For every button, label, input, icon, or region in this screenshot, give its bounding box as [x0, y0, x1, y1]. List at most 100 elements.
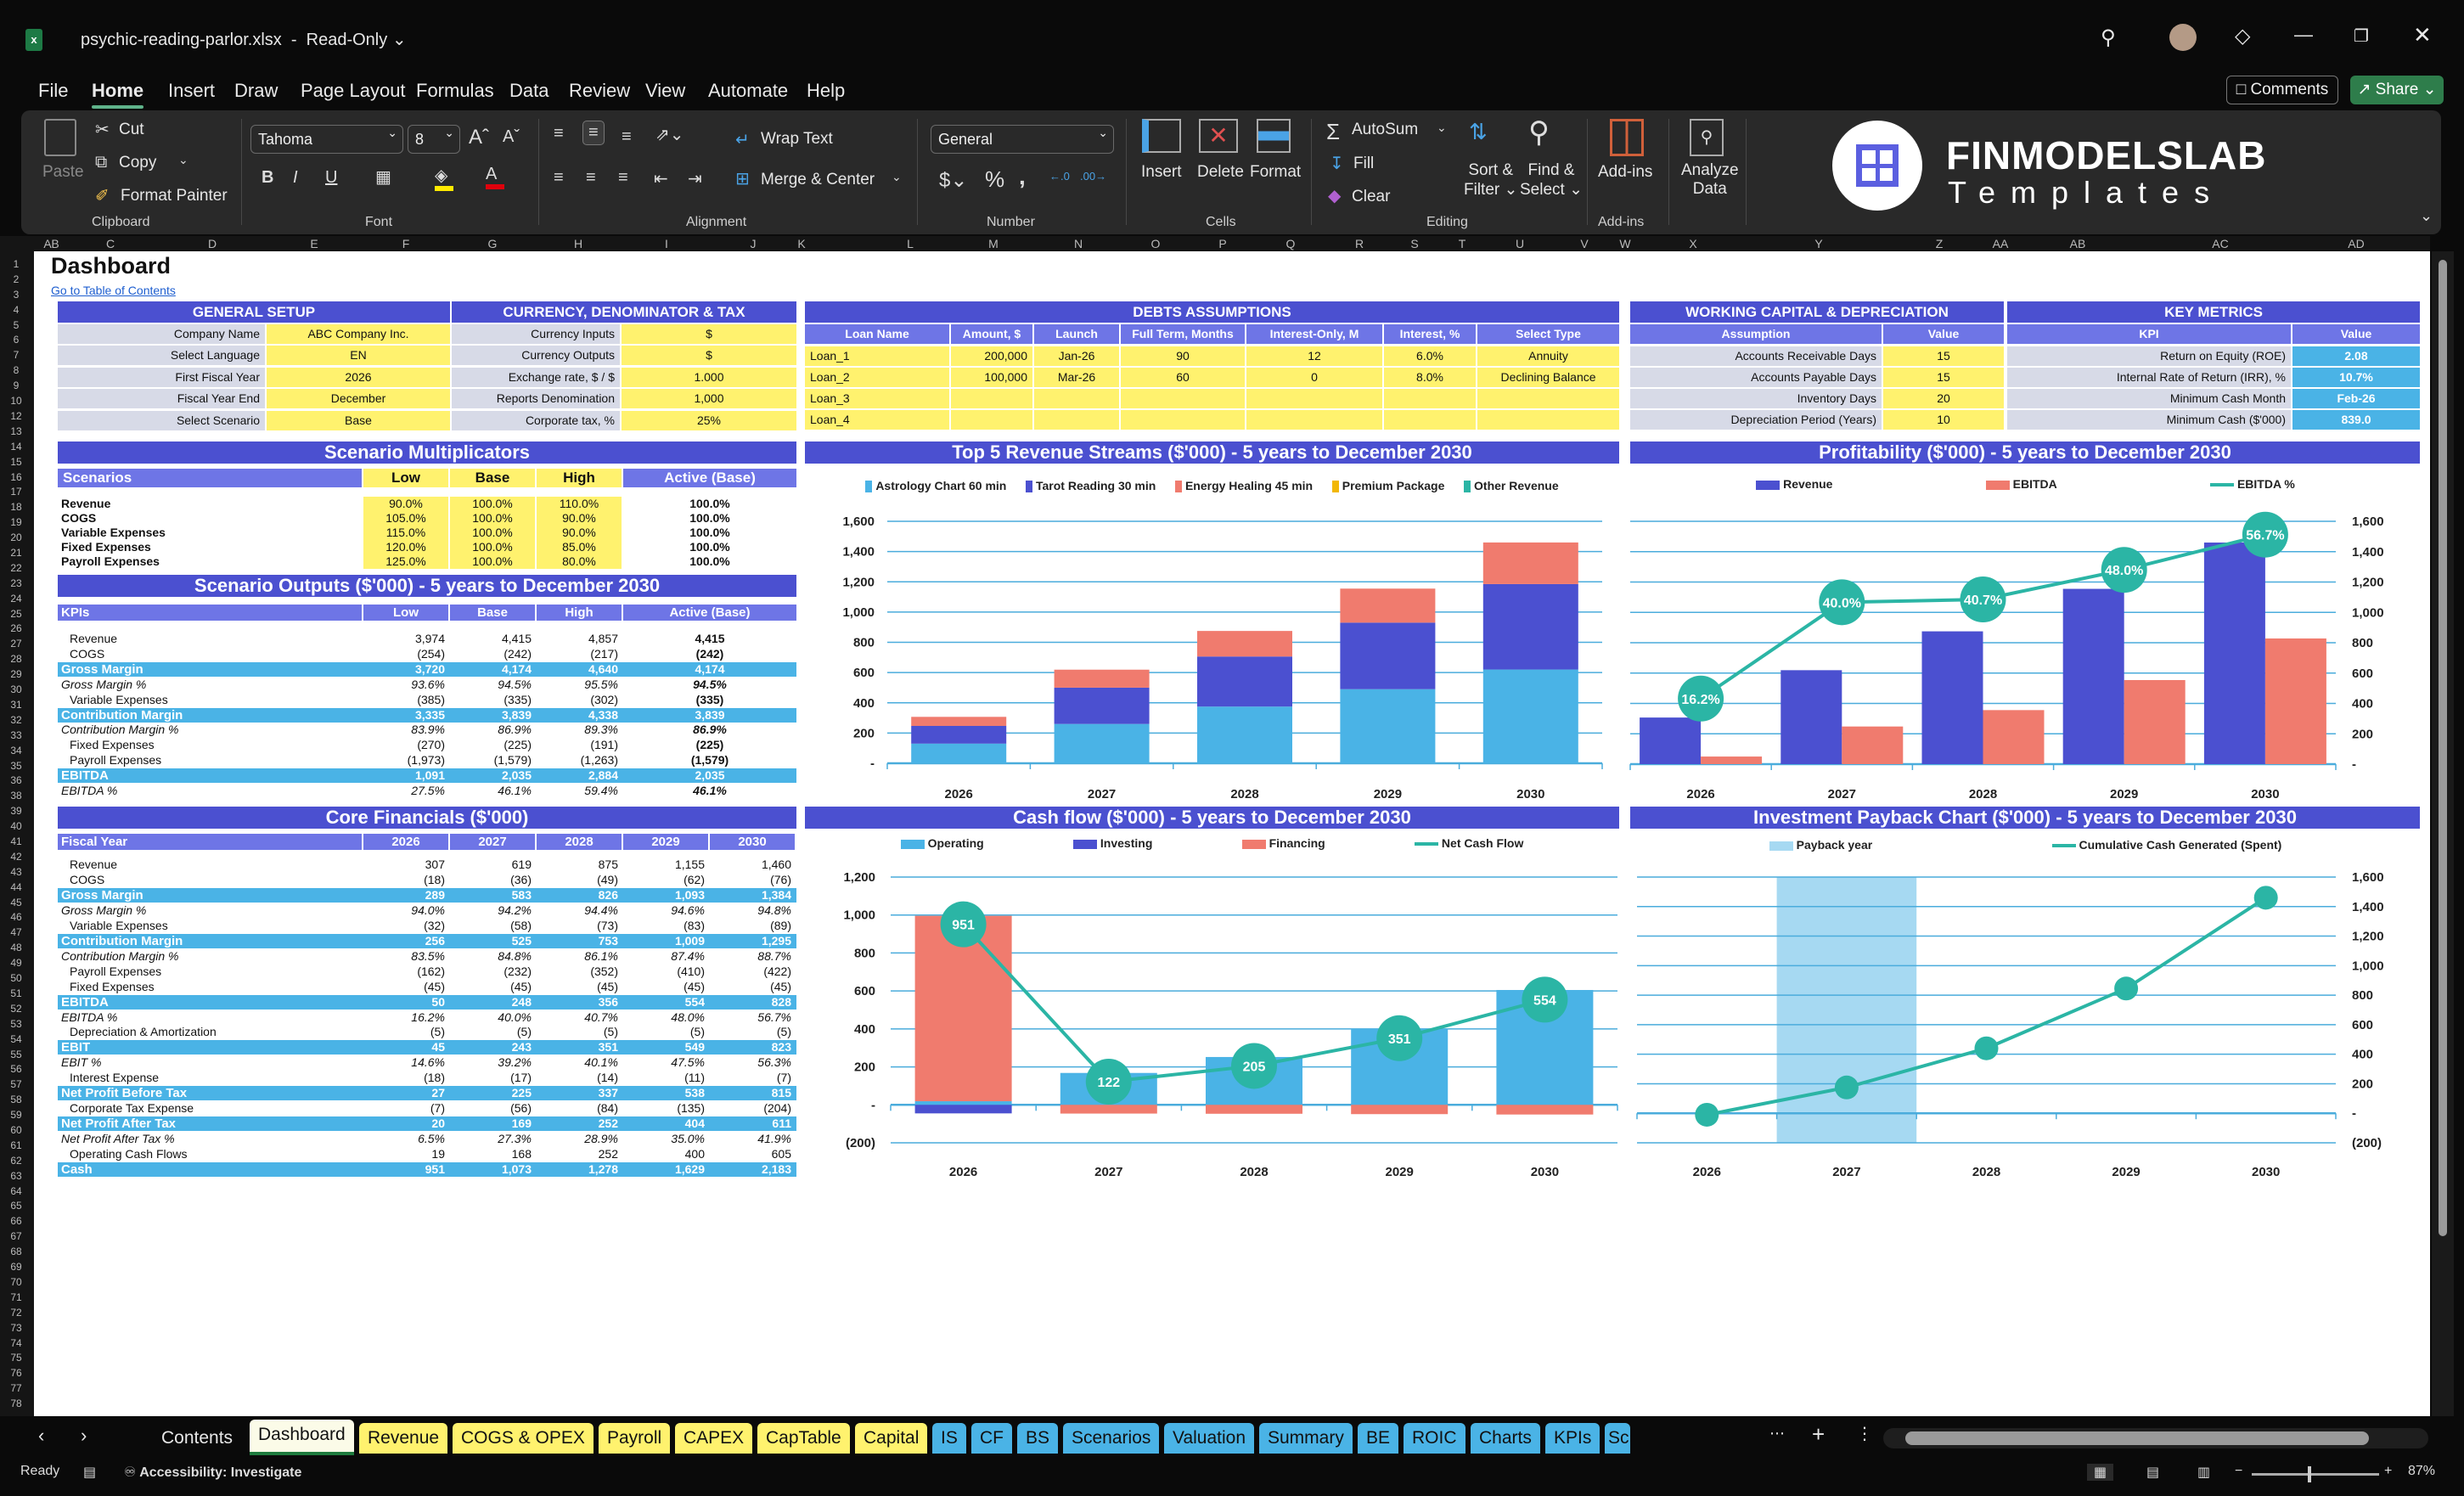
- menu-tab-page-layout[interactable]: Page Layout: [301, 80, 406, 101]
- row-header[interactable]: 75: [10, 1352, 22, 1364]
- macro-recorder-icon[interactable]: ▤: [83, 1465, 97, 1480]
- row-header[interactable]: 14: [10, 440, 22, 453]
- payback-chart[interactable]: (200) - 200 400 600 800 1,000 1,200 1,400 1,600 20…: [1629, 828, 2422, 1180]
- sheet-tab-cf[interactable]: CF: [971, 1423, 1012, 1454]
- debt-cell[interactable]: [1477, 389, 1619, 408]
- row-header[interactable]: 13: [10, 425, 22, 437]
- debt-cell[interactable]: Loan_4: [805, 410, 949, 430]
- more-sheets-icon[interactable]: ⋯: [1769, 1425, 1785, 1442]
- multiplier-value[interactable]: 100.0%: [450, 526, 535, 540]
- row-header[interactable]: 70: [10, 1275, 22, 1288]
- menu-tab-home[interactable]: Home: [92, 80, 144, 109]
- fill-button[interactable]: Fill: [1353, 155, 1375, 172]
- row-header[interactable]: 53: [10, 1017, 22, 1030]
- menu-tab-file[interactable]: File: [38, 80, 69, 101]
- legend-item[interactable]: EBITDA: [1985, 477, 2057, 491]
- sheet-tab-valuation[interactable]: Valuation: [1164, 1423, 1255, 1454]
- column-header[interactable]: P: [1218, 237, 1227, 250]
- column-header[interactable]: AC: [2212, 237, 2229, 250]
- row-header[interactable]: 19: [10, 516, 22, 529]
- legend-item[interactable]: Cumulative Cash Generated (Spent): [2051, 838, 2281, 852]
- comments-button[interactable]: □ Comments: [2226, 76, 2338, 104]
- row-header[interactable]: 43: [10, 865, 22, 878]
- scrollbar-thumb[interactable]: [1905, 1431, 2369, 1445]
- row-header[interactable]: 5: [13, 318, 20, 331]
- horizontal-scrollbar[interactable]: [1883, 1428, 2428, 1448]
- column-header[interactable]: N: [1073, 237, 1083, 250]
- align-top-icon[interactable]: ≡: [554, 124, 564, 143]
- row-header[interactable]: 52: [10, 1002, 22, 1015]
- legend-item[interactable]: Financing: [1241, 836, 1325, 850]
- row-header[interactable]: 61: [10, 1139, 22, 1151]
- chevron-down-icon[interactable]: ⌄: [391, 31, 407, 49]
- row-header[interactable]: 8: [13, 364, 20, 377]
- format-button[interactable]: Format: [1250, 163, 1302, 181]
- merge-center-button[interactable]: Merge & Center: [761, 171, 875, 188]
- row-header[interactable]: 39: [10, 805, 22, 818]
- borders-icon[interactable]: ▦: [375, 168, 391, 187]
- legend-item[interactable]: Payback year: [1769, 838, 1872, 852]
- sheet-tab-captable[interactable]: CapTable: [757, 1423, 850, 1454]
- debt-cell[interactable]: 12: [1246, 346, 1382, 366]
- sheet-tab-capital[interactable]: Capital: [855, 1423, 928, 1454]
- align-left-icon[interactable]: ≡: [554, 168, 564, 187]
- autosum-button[interactable]: AutoSum: [1352, 121, 1419, 138]
- row-header[interactable]: 72: [10, 1306, 22, 1319]
- legend-item[interactable]: Premium Package: [1331, 479, 1444, 493]
- row-header[interactable]: 16: [10, 470, 22, 483]
- chevron-down-icon[interactable]: ⌄: [1437, 121, 1447, 134]
- increase-indent-icon[interactable]: ⇥: [688, 170, 702, 188]
- sheet-tab-contents[interactable]: Contents: [161, 1428, 233, 1448]
- read-only-badge[interactable]: Read-Only: [306, 31, 388, 49]
- menu-tab-help[interactable]: Help: [807, 80, 846, 101]
- row-header[interactable]: 9: [13, 380, 20, 392]
- row-header[interactable]: 78: [10, 1398, 22, 1410]
- sheet-tab-kpis[interactable]: KPIs: [1545, 1423, 1600, 1454]
- insert-button[interactable]: Insert: [1141, 163, 1182, 181]
- row-header[interactable]: 63: [10, 1169, 22, 1182]
- debt-cell[interactable]: [1384, 389, 1476, 408]
- menu-tab-formulas[interactable]: Formulas: [416, 80, 494, 101]
- working-capital-value[interactable]: 20: [1883, 389, 2004, 408]
- zoom-slider[interactable]: [2252, 1466, 2379, 1482]
- row-header[interactable]: 22: [10, 561, 22, 574]
- row-header[interactable]: 40: [10, 820, 22, 833]
- wrap-text-button[interactable]: Wrap Text: [761, 130, 833, 148]
- sort-filter-button[interactable]: Sort & Filter ⌄: [1464, 161, 1518, 199]
- currency-value[interactable]: 1,000: [622, 389, 796, 409]
- decrease-font-icon[interactable]: Aˇ: [503, 127, 520, 146]
- column-header[interactable]: T: [1458, 237, 1466, 250]
- sheet-tab-summary[interactable]: Summary: [1259, 1423, 1353, 1454]
- multiplier-value[interactable]: 80.0%: [537, 554, 622, 569]
- row-header[interactable]: 69: [10, 1261, 22, 1274]
- row-header[interactable]: 77: [10, 1382, 22, 1395]
- search-icon[interactable]: ⚲: [2101, 26, 2116, 49]
- row-header[interactable]: 47: [10, 926, 22, 939]
- row-header[interactable]: 17: [10, 486, 22, 498]
- debt-cell[interactable]: 60: [1121, 368, 1245, 387]
- row-header[interactable]: 57: [10, 1078, 22, 1091]
- currency-value[interactable]: 1.000: [622, 367, 796, 387]
- row-header[interactable]: 28: [10, 653, 22, 666]
- cut-button[interactable]: Cut: [119, 121, 144, 138]
- sheet-tab-payroll[interactable]: Payroll: [599, 1423, 671, 1454]
- column-header[interactable]: AA: [1992, 237, 2009, 250]
- row-header[interactable]: 4: [13, 303, 20, 316]
- multiplier-value[interactable]: 100.0%: [450, 511, 535, 526]
- row-header[interactable]: 54: [10, 1032, 22, 1045]
- accessibility-status[interactable]: ♾ Accessibility: Investigate: [124, 1465, 302, 1480]
- column-header[interactable]: C: [105, 237, 115, 250]
- row-header[interactable]: 44: [10, 880, 22, 893]
- column-header[interactable]: D: [207, 237, 217, 250]
- align-middle-icon[interactable]: ≡: [582, 121, 605, 145]
- row-header[interactable]: 41: [10, 835, 22, 847]
- row-header[interactable]: 35: [10, 759, 22, 772]
- column-header[interactable]: M: [988, 237, 999, 250]
- row-header[interactable]: 65: [10, 1200, 22, 1212]
- legend-item[interactable]: Other Revenue: [1464, 479, 1559, 493]
- underline-icon[interactable]: U: [325, 168, 338, 187]
- row-header[interactable]: 20: [10, 531, 22, 544]
- currency-value[interactable]: $: [622, 346, 796, 366]
- row-header[interactable]: 30: [10, 683, 22, 696]
- currency-icon[interactable]: $⌄: [939, 169, 968, 192]
